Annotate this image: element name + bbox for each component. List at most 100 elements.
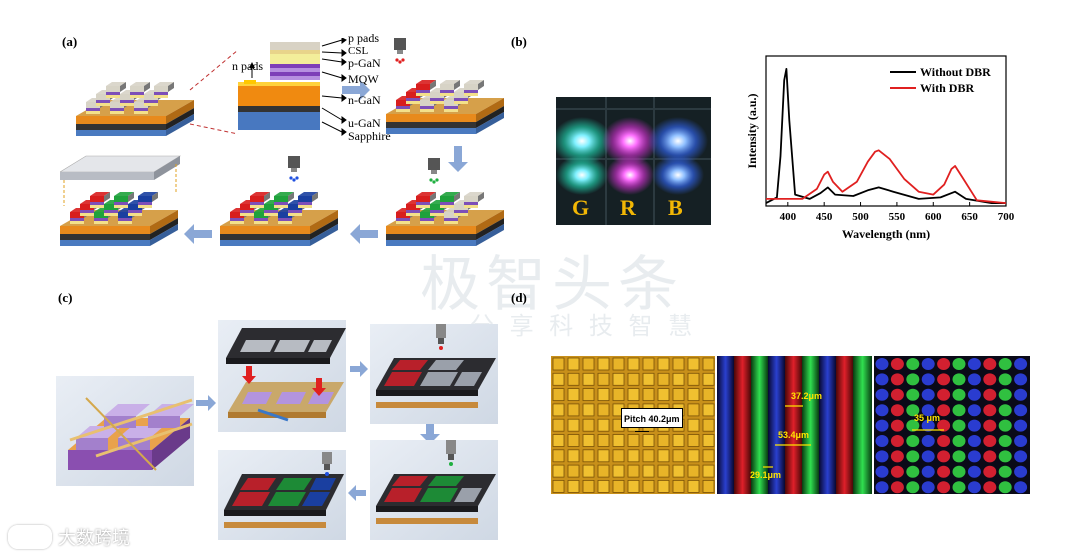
rgb-dot xyxy=(875,435,889,447)
panel-a-label: (a) xyxy=(62,34,78,49)
electrode-cell xyxy=(582,434,595,447)
rgb-dot xyxy=(875,373,889,386)
electrode-cell xyxy=(657,357,670,371)
chip-array-green xyxy=(386,192,504,246)
electrode-cell xyxy=(567,418,580,432)
rgb-dot xyxy=(998,450,1012,463)
electrode-cell xyxy=(687,464,700,478)
electrode-cell xyxy=(567,449,580,463)
rgb-dot xyxy=(952,435,966,447)
rgb-dot xyxy=(875,404,889,417)
rgb-dot xyxy=(998,419,1012,432)
panel-d-label: (d) xyxy=(511,290,527,305)
encapsulation-cover xyxy=(60,155,182,206)
rgb-dot xyxy=(890,481,904,494)
rgb-dot xyxy=(1014,404,1028,417)
electrode-cell xyxy=(597,403,610,417)
rgb-dot xyxy=(906,419,920,432)
photo-letter-r: R xyxy=(620,195,636,220)
rgb-dot xyxy=(967,358,981,370)
electrode-cell xyxy=(582,480,595,493)
electrode-cell xyxy=(672,372,685,386)
x-tick-label: 500 xyxy=(852,211,869,223)
chip-array-final xyxy=(60,192,178,246)
rgb-dot xyxy=(998,435,1012,447)
pitch-box: Pitch 40.2μm xyxy=(621,408,683,428)
electrode-cell xyxy=(687,357,700,371)
electrode-cell xyxy=(687,403,700,417)
rgb-dot xyxy=(890,404,904,417)
electrode-cell xyxy=(687,418,700,432)
electrode-cell xyxy=(582,418,595,432)
rgb-dot xyxy=(967,419,981,432)
x-tick-label: 550 xyxy=(889,211,906,223)
rgb-dot xyxy=(983,404,997,417)
electrode-cell xyxy=(627,449,640,463)
electrode-cell xyxy=(552,434,565,447)
layer-label-p-gan: p-GaN xyxy=(348,56,381,70)
x-tick-label: 450 xyxy=(816,211,833,223)
electrode-cell xyxy=(582,464,595,478)
panel-c-diagram xyxy=(56,320,498,540)
dim-label-3: 29.1μm xyxy=(750,470,782,480)
electrode-cell xyxy=(582,388,595,401)
electrode-cell xyxy=(627,464,640,478)
electrode-cell xyxy=(687,449,700,463)
rgb-dot xyxy=(983,465,997,478)
electrode-cell xyxy=(702,480,715,493)
rgb-dot xyxy=(875,465,889,478)
rgb-dot xyxy=(921,450,935,463)
electrode-cell xyxy=(672,434,685,447)
rgb-dot xyxy=(890,435,904,447)
rgb-dot xyxy=(998,358,1012,370)
printer-head-red xyxy=(394,38,406,64)
pitch-arrow xyxy=(635,431,649,432)
rgb-dot xyxy=(998,404,1012,417)
series-line-1 xyxy=(766,149,1007,204)
chip-structure-3d xyxy=(56,376,194,486)
electrode-cell xyxy=(612,388,625,401)
rgb-dot xyxy=(983,435,997,447)
electrode-cell xyxy=(552,464,565,478)
rgb-dot xyxy=(875,419,889,432)
electrode-cell xyxy=(657,449,670,463)
electrode-cell xyxy=(567,372,580,386)
chip-array-red xyxy=(386,80,504,134)
panel-b-label: (b) xyxy=(511,34,527,49)
electrode-cell xyxy=(567,357,580,371)
electrode-cell xyxy=(627,357,640,371)
rgb-dot xyxy=(1014,465,1028,478)
photo-letter-b: B xyxy=(668,195,683,220)
rgb-dot xyxy=(983,373,997,386)
rgb-dot xyxy=(921,404,935,417)
electrode-cell xyxy=(702,434,715,447)
electrode-cell xyxy=(702,464,715,478)
electrode-cell xyxy=(642,372,655,386)
rgb-dot xyxy=(921,481,935,494)
plot-frame xyxy=(765,55,1007,207)
rgb-dot xyxy=(952,404,966,417)
rgb-dot xyxy=(906,388,920,401)
rgb-dot xyxy=(921,465,935,478)
electrode-cell xyxy=(657,388,670,401)
rgb-dot xyxy=(983,358,997,370)
layer-label-n-gan: n-GaN xyxy=(348,93,381,107)
chip-array-blue xyxy=(220,192,338,246)
layer-stack xyxy=(238,42,320,130)
panel-c-label: (c) xyxy=(58,290,73,305)
electrode-cell xyxy=(582,357,595,371)
electrode-cell xyxy=(597,480,610,493)
electrode-cell xyxy=(672,357,685,371)
rgb-dot xyxy=(952,450,966,463)
electrode-cell xyxy=(642,388,655,401)
x-tick-label: 400 xyxy=(780,211,797,223)
spectrum-chart: 400 450 500 550 600 650 700 Wavelength (nm) Inte… xyxy=(745,55,1015,241)
rgb-dot xyxy=(1014,435,1028,447)
x-tick-label: 650 xyxy=(961,211,978,223)
electrode-cell xyxy=(582,449,595,463)
legend-label-0: Without DBR xyxy=(920,65,991,79)
electrode-cell xyxy=(627,434,640,447)
electrode-cell xyxy=(642,464,655,478)
rgb-dot xyxy=(875,481,889,494)
rgb-dot xyxy=(983,481,997,494)
